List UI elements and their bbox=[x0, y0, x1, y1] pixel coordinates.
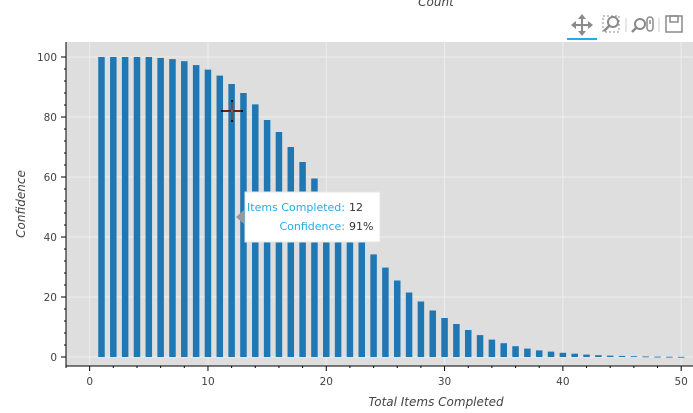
chart-title: Count bbox=[418, 0, 455, 9]
bar[interactable] bbox=[500, 343, 507, 357]
tooltip-items-value: 12 bbox=[349, 201, 363, 214]
y-tick-label: 60 bbox=[44, 172, 57, 184]
bar[interactable] bbox=[417, 301, 425, 358]
bar[interactable] bbox=[654, 356, 661, 358]
toolbar bbox=[567, 12, 683, 40]
x-tick-label: 10 bbox=[201, 376, 214, 388]
y-axis-ticks: 0 20 40 60 80 100 bbox=[37, 52, 66, 364]
bar[interactable] bbox=[393, 280, 401, 358]
x-tick-label: 20 bbox=[320, 376, 333, 388]
y-tick-label: 40 bbox=[44, 232, 57, 244]
tooltip-items-label: Items Completed: bbox=[247, 201, 345, 214]
bar[interactable] bbox=[382, 267, 389, 357]
x-axis-ticks: 0 10 20 30 40 50 bbox=[65, 366, 688, 388]
bar[interactable] bbox=[299, 162, 306, 357]
bar[interactable] bbox=[488, 339, 496, 357]
y-tick-label: 80 bbox=[44, 112, 57, 124]
bar[interactable] bbox=[405, 292, 413, 358]
bar[interactable] bbox=[666, 356, 673, 358]
bar[interactable] bbox=[453, 324, 460, 357]
bar[interactable] bbox=[464, 330, 472, 357]
bar[interactable] bbox=[157, 57, 164, 358]
bar[interactable] bbox=[441, 318, 448, 357]
bar[interactable] bbox=[547, 351, 555, 357]
crosshair-cursor-icon bbox=[221, 100, 243, 122]
x-tick-label: 50 bbox=[674, 376, 687, 388]
x-axis-title: Total Items Completed bbox=[368, 395, 504, 409]
y-tick-label: 0 bbox=[50, 352, 57, 364]
bar[interactable] bbox=[630, 356, 638, 358]
bar[interactable] bbox=[275, 132, 283, 357]
hover-tooltip: Items Completed: 12 Confidence: 91% bbox=[236, 191, 381, 243]
y-tick-label: 100 bbox=[37, 52, 57, 64]
tooltip-confidence-value: 91% bbox=[349, 220, 373, 233]
x-tick-label: 30 bbox=[438, 376, 451, 388]
bar[interactable] bbox=[287, 147, 295, 357]
bar[interactable] bbox=[370, 254, 377, 357]
bar[interactable] bbox=[583, 354, 590, 357]
bar[interactable] bbox=[240, 93, 247, 357]
bar[interactable] bbox=[476, 335, 484, 357]
bar[interactable] bbox=[323, 192, 330, 357]
bar[interactable] bbox=[606, 355, 614, 357]
bar[interactable] bbox=[133, 57, 141, 357]
bars bbox=[98, 57, 685, 358]
save-icon[interactable] bbox=[665, 15, 683, 33]
bar[interactable] bbox=[595, 355, 602, 357]
bar[interactable] bbox=[535, 350, 543, 357]
x-tick-label: 40 bbox=[556, 376, 569, 388]
bar[interactable] bbox=[192, 65, 200, 357]
bar[interactable] bbox=[169, 59, 176, 357]
bar[interactable] bbox=[334, 207, 342, 357]
y-axis-title: Confidence bbox=[14, 170, 28, 238]
bar[interactable] bbox=[228, 84, 235, 357]
bar[interactable] bbox=[346, 222, 354, 357]
bar[interactable] bbox=[110, 57, 117, 357]
bar[interactable] bbox=[204, 69, 212, 357]
bar[interactable] bbox=[429, 310, 436, 358]
bar[interactable] bbox=[121, 57, 129, 357]
bar[interactable] bbox=[181, 61, 188, 357]
bar[interactable] bbox=[216, 75, 224, 357]
x-tick-label: 0 bbox=[86, 376, 93, 388]
box-zoom-icon[interactable] bbox=[602, 15, 620, 33]
pan-icon[interactable] bbox=[567, 12, 597, 40]
bar[interactable] bbox=[98, 57, 105, 357]
wheel-zoom-icon[interactable] bbox=[631, 16, 654, 33]
bar[interactable] bbox=[571, 353, 578, 357]
bar[interactable] bbox=[358, 237, 366, 357]
y-tick-label: 20 bbox=[44, 292, 57, 304]
bar[interactable] bbox=[512, 346, 519, 357]
bar[interactable] bbox=[618, 355, 626, 357]
bar[interactable] bbox=[677, 356, 685, 358]
bar[interactable] bbox=[311, 178, 318, 358]
bar[interactable] bbox=[145, 57, 153, 357]
bar[interactable] bbox=[642, 356, 649, 358]
bar[interactable] bbox=[559, 352, 567, 357]
tooltip-confidence-label: Confidence: bbox=[279, 220, 345, 233]
bar[interactable] bbox=[524, 348, 531, 357]
